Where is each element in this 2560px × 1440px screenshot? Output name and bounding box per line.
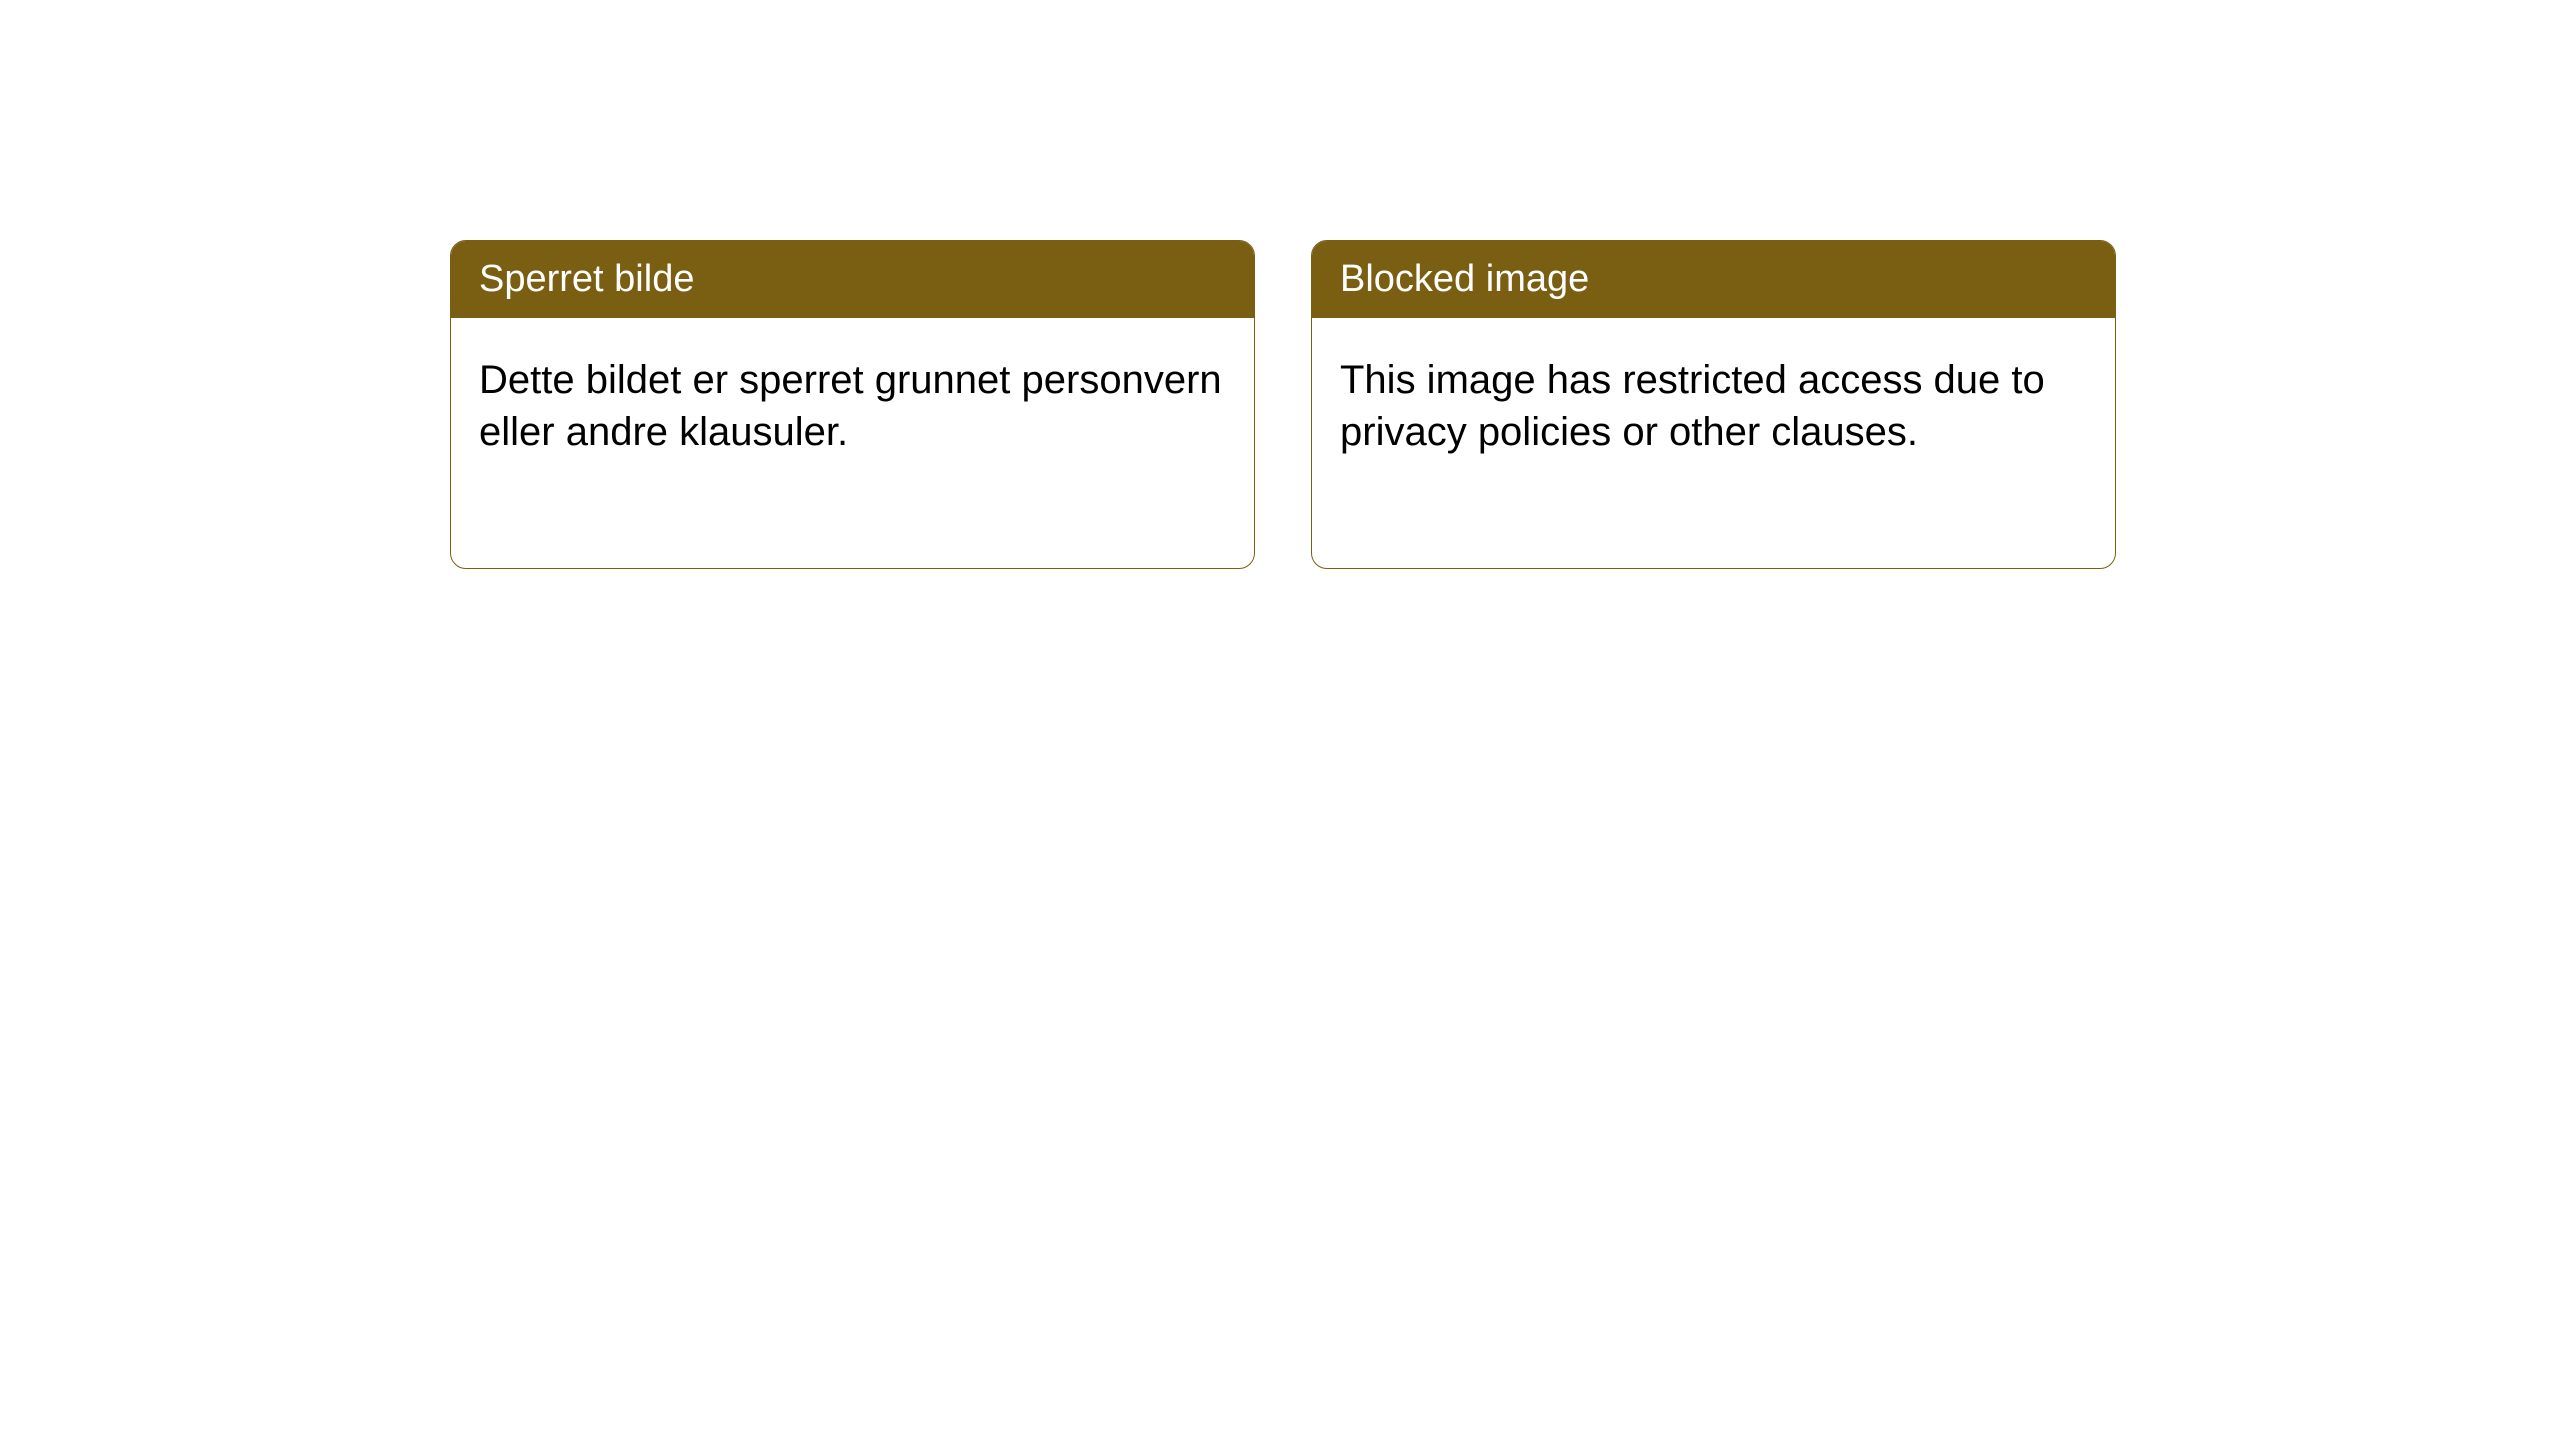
- card-body: Dette bildet er sperret grunnet personve…: [451, 318, 1254, 568]
- notice-card-english: Blocked image This image has restricted …: [1311, 240, 2116, 569]
- cards-container: Sperret bilde Dette bildet er sperret gr…: [450, 240, 2116, 569]
- notice-card-norwegian: Sperret bilde Dette bildet er sperret gr…: [450, 240, 1255, 569]
- card-body: This image has restricted access due to …: [1312, 318, 2115, 568]
- card-header: Blocked image: [1312, 241, 2115, 318]
- card-header: Sperret bilde: [451, 241, 1254, 318]
